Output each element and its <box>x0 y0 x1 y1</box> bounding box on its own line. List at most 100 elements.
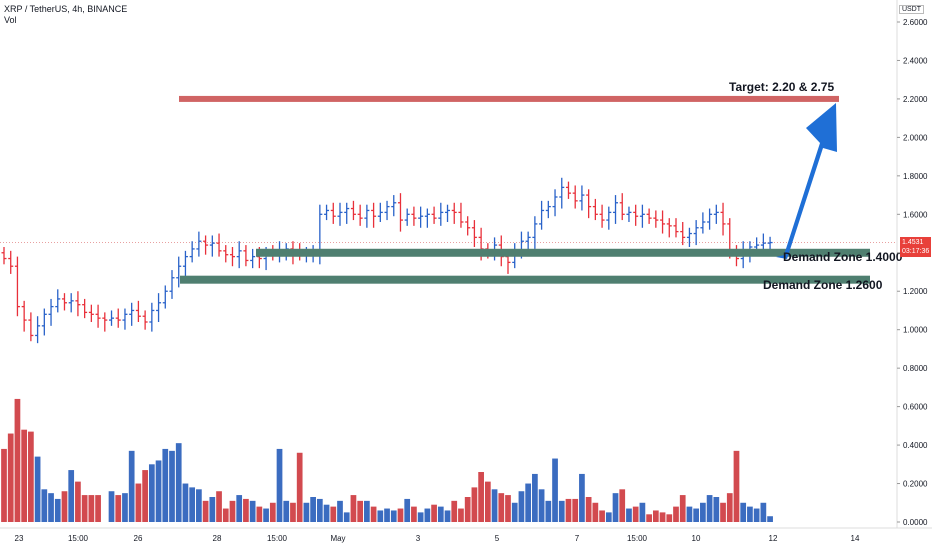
volume-bar <box>115 495 122 522</box>
symbol-header[interactable]: XRP / TetherUS, 4h, BINANCE <box>4 4 128 14</box>
volume-bar <box>377 510 384 522</box>
volume-bar <box>605 512 612 522</box>
volume-bar <box>196 489 202 522</box>
ohlc-bar <box>404 208 410 226</box>
volume-bar <box>370 506 377 522</box>
volume-bar <box>41 489 48 522</box>
volume-bar <box>390 510 397 522</box>
ohlc-bar <box>344 202 350 224</box>
volume-bar <box>384 508 390 522</box>
volume-bar <box>155 460 162 522</box>
ohlc-bar <box>21 300 27 332</box>
ohlc-bar <box>552 189 558 217</box>
volume-bar <box>21 429 28 522</box>
volume-bar <box>720 502 726 522</box>
price-tick-label: 1.0000 <box>903 326 928 335</box>
last-price-tag: 1.4531 03:17:36 <box>900 236 932 257</box>
ohlc-bar <box>135 300 141 322</box>
volume-bar <box>558 500 565 522</box>
ohlc-bar <box>680 222 686 246</box>
volume-bar <box>357 500 364 522</box>
ohlc-bar <box>209 235 215 257</box>
ohlc-bar <box>364 204 370 228</box>
volume-bar <box>283 500 290 522</box>
volume-bar <box>666 514 673 522</box>
volume-indicator-label[interactable]: Vol <box>4 15 17 25</box>
ohlc-bar <box>666 218 672 238</box>
volume-bar <box>343 512 350 522</box>
ohlc-bar <box>371 202 377 228</box>
ohlc-bar <box>592 198 598 221</box>
volume-bar <box>431 504 437 522</box>
volume-bar <box>34 456 41 522</box>
price-tick-label: 0.2000 <box>903 480 928 489</box>
volume-bar <box>54 498 61 522</box>
volume-bar <box>458 508 464 522</box>
ohlc-bar <box>545 200 551 219</box>
volume-bar <box>1 448 7 522</box>
target-arrow <box>776 103 837 259</box>
volume-bar <box>437 506 444 522</box>
volume-bar <box>28 431 34 522</box>
volume-bar <box>760 502 767 522</box>
volume-bar <box>532 473 538 522</box>
volume-bar <box>572 498 579 522</box>
time-tick-label: 7 <box>575 534 580 543</box>
price-tick-label: 2.6000 <box>903 18 928 27</box>
demand-zone-2-label: Demand Zone 1.2600 <box>763 278 883 292</box>
currency-label: USDT <box>898 5 924 14</box>
ohlc-bar <box>693 220 699 246</box>
volume-bar <box>148 464 155 522</box>
ohlc-bar <box>384 200 390 221</box>
ohlc-bar <box>14 256 20 317</box>
ohlc-bar <box>236 241 242 269</box>
volume-bar <box>256 506 263 522</box>
bar-countdown: 03:17:36 <box>902 247 930 255</box>
ohlc-bar <box>196 231 202 257</box>
volume-bar <box>249 500 256 522</box>
time-tick-label: 14 <box>851 534 860 543</box>
volume-bar <box>142 470 148 522</box>
ohlc-bar <box>243 245 249 267</box>
volume-bar <box>81 495 88 522</box>
price-tick-label: 2.2000 <box>903 95 928 104</box>
ohlc-bar <box>1 247 7 265</box>
ohlc-bar <box>82 298 88 319</box>
ohlc-bar <box>61 293 67 311</box>
volume-bar <box>579 473 585 522</box>
price-tick-label: 0.0000 <box>903 518 928 527</box>
ohlc-bar <box>445 204 451 222</box>
time-tick-label: 23 <box>15 534 24 543</box>
volume-bar <box>296 452 303 522</box>
volume-bar <box>451 500 458 522</box>
ohlc-bar <box>28 312 34 342</box>
ohlc-bar <box>458 202 464 228</box>
volume-bar <box>626 508 632 522</box>
ohlc-bar <box>95 304 101 328</box>
volume-bar <box>337 500 343 522</box>
volume-bar <box>538 489 545 522</box>
volume-bar <box>48 493 54 522</box>
volume-bar <box>323 504 330 522</box>
ohlc-bar <box>182 250 188 278</box>
ohlc-bar <box>203 235 209 255</box>
ohlc-bar <box>626 206 632 222</box>
ohlc-bar <box>599 204 605 228</box>
target-line <box>179 95 839 102</box>
ohlc-bar <box>162 285 168 309</box>
volume-bar <box>229 500 236 522</box>
ohlc-bar <box>411 206 417 226</box>
volume-bar <box>411 506 417 522</box>
volume-bar <box>243 498 249 522</box>
volume-bar <box>639 502 646 522</box>
volume-bar <box>397 508 404 522</box>
volume-bar <box>612 493 619 522</box>
time-tick-label: 15:00 <box>267 534 288 543</box>
volume-bar <box>169 450 175 522</box>
volume-bar <box>222 508 229 522</box>
volume-bar <box>706 495 713 522</box>
ohlc-bar <box>633 204 639 226</box>
volume-bar <box>68 470 75 522</box>
ohlc-bar <box>565 181 571 199</box>
